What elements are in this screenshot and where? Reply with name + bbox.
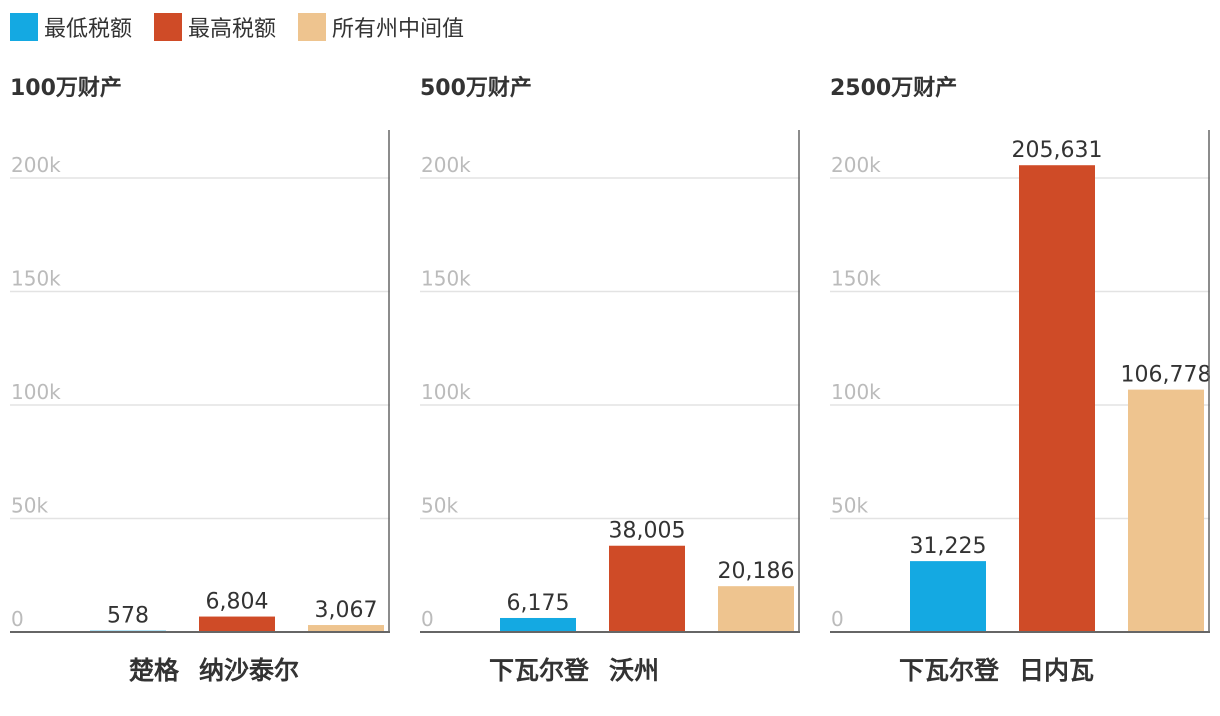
legend-swatch-median: [298, 13, 327, 41]
legend-swatch-min: [10, 13, 38, 41]
x-category-label: 下瓦尔登: [489, 656, 590, 685]
legend-label-median: 所有州中间值: [332, 17, 465, 42]
bar-value-label: 6,804: [206, 590, 269, 615]
y-tick-label: 200k: [11, 153, 61, 177]
legend-swatch-max: [154, 13, 183, 41]
panel-title-25m: 2500万财产: [830, 76, 958, 101]
bar-value-label: 31,225: [910, 534, 987, 559]
x-category-label: 沃州: [609, 656, 659, 685]
panel-title-5m: 500万财产: [420, 76, 532, 101]
bar-value-label: 205,631: [1012, 138, 1103, 163]
bar-value-label: 20,186: [718, 559, 795, 584]
bar: [1128, 389, 1204, 632]
bar: [1019, 165, 1095, 632]
y-tick-label: 50k: [831, 494, 868, 518]
x-category-label: 楚格: [129, 656, 180, 685]
bar-value-label: 3,067: [315, 598, 378, 623]
legend-label-max: 最高税额: [188, 17, 277, 42]
bar-value-label: 6,175: [507, 591, 570, 616]
y-tick-label: 100k: [11, 380, 61, 404]
x-category-label: 纳沙泰尔: [199, 656, 299, 685]
y-tick-label: 150k: [11, 267, 61, 291]
legend-item-min: 最低税额: [10, 11, 132, 43]
y-tick-label: 200k: [831, 153, 881, 177]
y-tick-label: 50k: [421, 494, 458, 518]
y-tick-label: 150k: [831, 267, 881, 291]
chart-legend: 最低税额 最高税额 所有州中间值: [10, 10, 464, 44]
bar-value-label: 106,778: [1121, 363, 1212, 388]
y-tick-label: 0: [421, 607, 434, 631]
panel-title-1m: 100万财产: [10, 76, 122, 101]
bar-value-label: 38,005: [609, 519, 686, 544]
y-tick-label: 200k: [421, 153, 471, 177]
bar: [199, 616, 275, 632]
bar: [308, 625, 384, 632]
legend-item-median: 所有州中间值: [298, 11, 464, 43]
y-tick-label: 100k: [421, 380, 471, 404]
bar-value-label: 578: [107, 604, 149, 629]
y-tick-label: 0: [11, 607, 24, 631]
y-tick-label: 100k: [831, 380, 881, 404]
y-tick-label: 150k: [421, 267, 471, 291]
legend-item-max: 最高税额: [154, 11, 276, 43]
bar: [609, 545, 685, 632]
bar: [910, 561, 986, 632]
x-category-label: 下瓦尔登: [899, 656, 1000, 685]
y-tick-label: 0: [831, 607, 844, 631]
legend-label-min: 最低税额: [44, 17, 133, 42]
bar: [718, 586, 794, 632]
x-category-label: 日内瓦: [1019, 656, 1094, 685]
bar: [500, 617, 576, 632]
y-tick-label: 50k: [11, 494, 48, 518]
